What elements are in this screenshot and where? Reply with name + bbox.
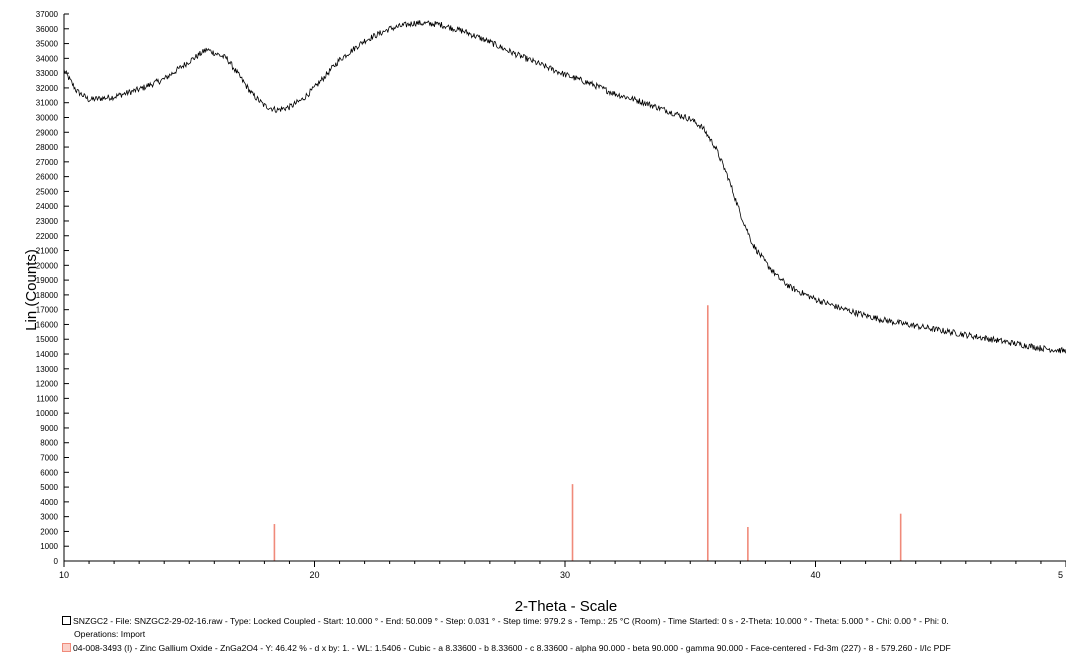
- measured-pattern-line: [63, 20, 1066, 354]
- y-tick-label: 4000: [40, 498, 58, 507]
- y-tick-label: 36000: [36, 25, 59, 34]
- y-tick-label: 23000: [36, 217, 59, 226]
- y-tick-label: 19000: [36, 276, 59, 285]
- measured-swatch-icon: [62, 616, 71, 625]
- y-tick-label: 14000: [36, 350, 59, 359]
- y-tick-label: 0: [54, 557, 59, 566]
- legend-measured-operations: Operations: Import: [74, 628, 145, 640]
- y-tick-label: 21000: [36, 247, 59, 256]
- x-axis-title: 2-Theta - Scale: [515, 598, 618, 615]
- y-tick-label: 33000: [36, 69, 59, 78]
- y-tick-label: 30000: [36, 113, 59, 122]
- y-tick-label: 8000: [40, 439, 58, 448]
- y-tick-label: 31000: [36, 99, 59, 108]
- y-tick-label: 24000: [36, 202, 59, 211]
- y-tick-label: 22000: [36, 232, 59, 241]
- x-axis-ticks: 10 20 30 40 5: [59, 561, 1066, 580]
- y-tick-label: 1000: [40, 542, 58, 551]
- x-tick-label: 10: [59, 570, 69, 580]
- reference-swatch-icon: [62, 643, 71, 652]
- y-tick-label: 3000: [40, 513, 58, 522]
- legend-measured-entry: SNZGC2 - File: SNZGC2-29-02-16.raw - Typ…: [62, 615, 949, 627]
- y-tick-label: 13000: [36, 365, 59, 374]
- y-tick-label: 37000: [36, 10, 59, 19]
- y-tick-label: 6000: [40, 468, 58, 477]
- y-tick-label: 34000: [36, 54, 59, 63]
- legend-reference-entry: 04-008-3493 (I) - Zinc Gallium Oxide - Z…: [62, 642, 951, 654]
- y-tick-label: 29000: [36, 128, 59, 137]
- y-tick-label: 35000: [36, 40, 59, 49]
- x-tick-label: 30: [560, 570, 570, 580]
- x-tick-label: 20: [309, 570, 319, 580]
- y-tick-label: 11000: [36, 394, 58, 403]
- y-tick-label: 5000: [40, 483, 58, 492]
- legend-reference-text: 04-008-3493 (I) - Zinc Gallium Oxide - Z…: [73, 643, 951, 653]
- y-tick-label: 27000: [36, 158, 59, 167]
- y-tick-label: 20000: [36, 261, 59, 270]
- y-tick-label: 9000: [40, 424, 58, 433]
- y-tick-label: 28000: [36, 143, 59, 152]
- y-tick-label: 32000: [36, 84, 59, 93]
- legend-operations-text: Operations: Import: [74, 629, 146, 639]
- y-tick-label: 16000: [36, 320, 59, 329]
- reference-sticks: [273, 305, 902, 561]
- x-tick-label: 5: [1058, 570, 1063, 580]
- y-tick-label: 10000: [36, 409, 59, 418]
- y-axis-title: Lin (Counts): [23, 249, 40, 331]
- y-tick-label: 18000: [36, 291, 59, 300]
- x-tick-label: 40: [810, 570, 820, 580]
- y-tick-label: 17000: [36, 306, 59, 315]
- y-tick-label: 25000: [36, 187, 59, 196]
- y-axis-ticks: 0 1000 2000 3000 4000 5000 6000 7000 8000 9000 100…: [36, 10, 69, 566]
- y-tick-label: 15000: [36, 335, 59, 344]
- y-tick-label: 2000: [40, 527, 58, 536]
- y-tick-label: 7000: [40, 454, 58, 463]
- y-tick-label: 12000: [36, 380, 59, 389]
- legend-measured-text: SNZGC2 - File: SNZGC2-29-02-16.raw - Typ…: [73, 616, 949, 626]
- y-tick-label: 26000: [36, 173, 59, 182]
